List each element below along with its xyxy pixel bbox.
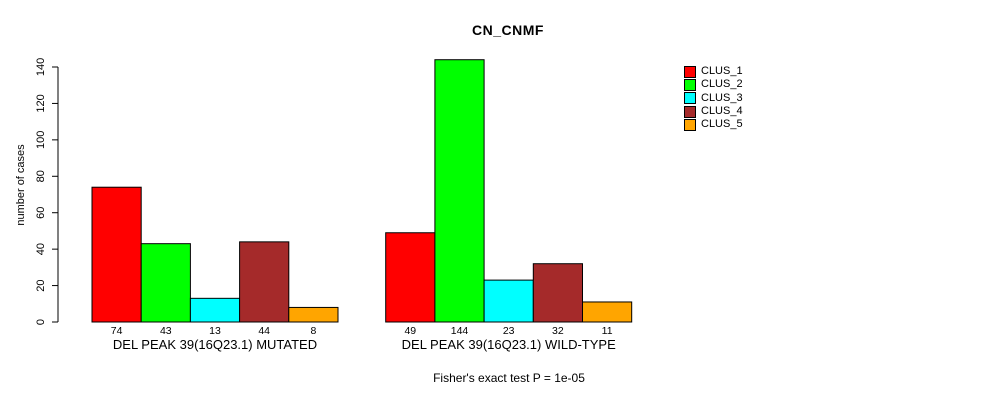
bar-clus_2 xyxy=(140,243,191,323)
legend: CLUS_1 CLUS_2 CLUS_3 CLUS_4 CLUS_5 xyxy=(684,65,743,131)
legend-swatch xyxy=(684,65,696,78)
bar-value-label: 23 xyxy=(503,325,515,337)
bar-value-label: 8 xyxy=(310,325,316,337)
legend-label: CLUS_3 xyxy=(701,91,743,104)
bar-value-label: 43 xyxy=(160,325,172,337)
bar-value-label: 11 xyxy=(602,325,613,337)
bar-clus_1 xyxy=(385,232,436,323)
fisher-test-annotation: Fisher's exact test P = 1e-05 xyxy=(433,371,585,385)
legend-label: CLUS_2 xyxy=(701,78,743,91)
group-label: DEL PEAK 39(16Q23.1) MUTATED xyxy=(113,337,317,352)
legend-label: CLUS_4 xyxy=(701,105,743,118)
bar-value-label: 44 xyxy=(258,325,270,337)
legend-swatch xyxy=(684,105,696,118)
bar-clus_5 xyxy=(582,301,633,323)
bar-value-label: 49 xyxy=(404,325,416,337)
chart-title: CN_CNMF xyxy=(472,22,544,38)
bar-value-label: 144 xyxy=(451,325,469,337)
legend-item-clus_5: CLUS_5 xyxy=(684,118,743,131)
bar-clus_5 xyxy=(288,306,339,323)
bar-clus_4 xyxy=(532,263,583,323)
legend-item-clus_1: CLUS_1 xyxy=(684,65,743,78)
bar-value-label: 74 xyxy=(111,325,123,337)
y-axis-title: number of cases xyxy=(15,144,27,226)
legend-item-clus_2: CLUS_2 xyxy=(684,78,743,91)
bar-clus_4 xyxy=(239,241,290,323)
y-tick-label: 80 xyxy=(35,170,47,182)
legend-label: CLUS_5 xyxy=(701,118,743,131)
legend-item-clus_4: CLUS_4 xyxy=(684,105,743,118)
bar-clus_3 xyxy=(189,297,241,323)
y-tick-label: 60 xyxy=(35,207,47,219)
legend-swatch xyxy=(684,92,696,105)
bar-clus_2 xyxy=(434,59,485,323)
legend-item-clus_3: CLUS_3 xyxy=(684,92,743,105)
y-tick-label: 0 xyxy=(35,319,47,325)
y-tick-label: 20 xyxy=(35,279,47,291)
y-tick-label: 140 xyxy=(35,58,47,76)
legend-label: CLUS_1 xyxy=(701,65,743,78)
bar-value-label: 32 xyxy=(552,325,564,337)
bar-clus_1 xyxy=(91,186,142,323)
group-label: DEL PEAK 39(16Q23.1) WILD-TYPE xyxy=(402,337,616,352)
bar-clus_3 xyxy=(483,279,534,323)
y-tick-label: 40 xyxy=(35,243,47,255)
y-tick-label: 120 xyxy=(35,94,47,112)
bar-value-label: 13 xyxy=(209,325,221,337)
legend-swatch xyxy=(684,78,696,91)
y-tick-label: 100 xyxy=(35,131,47,149)
legend-swatch xyxy=(684,118,696,131)
